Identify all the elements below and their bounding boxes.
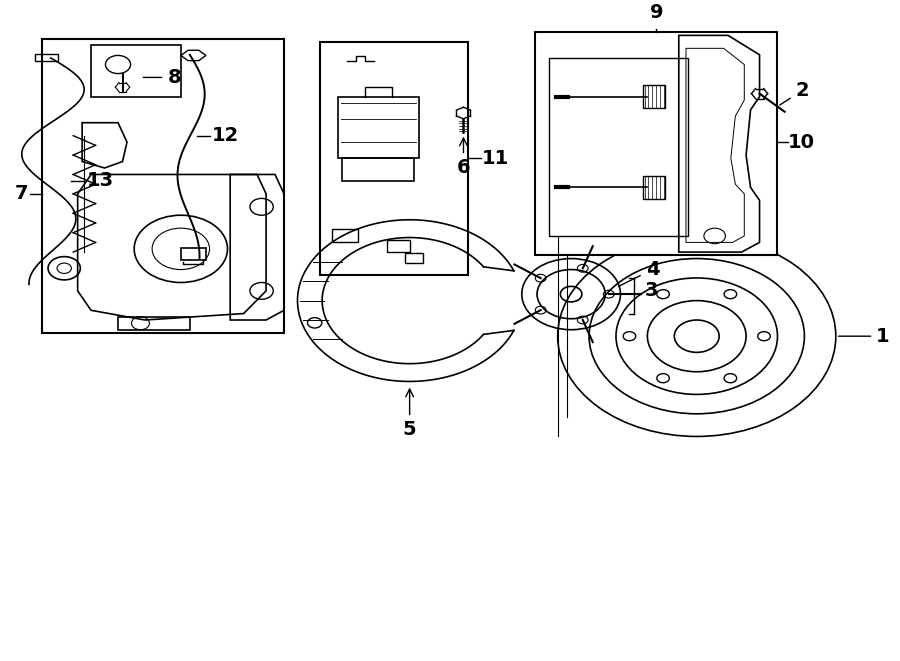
- Bar: [91, 45, 181, 97]
- Text: 5: 5: [403, 389, 417, 440]
- Bar: [643, 176, 665, 199]
- Bar: [643, 85, 665, 108]
- Text: 8: 8: [143, 68, 181, 87]
- Bar: [549, 58, 688, 236]
- Text: 11: 11: [482, 149, 508, 168]
- Text: 4: 4: [618, 260, 659, 286]
- Text: 12: 12: [212, 126, 239, 145]
- Text: 13: 13: [86, 171, 113, 190]
- Bar: [181, 249, 206, 260]
- Text: 3: 3: [644, 282, 658, 300]
- Text: 1: 1: [839, 327, 890, 346]
- Text: 2: 2: [779, 81, 809, 105]
- Bar: [41, 38, 284, 333]
- Text: 7: 7: [14, 184, 28, 204]
- Bar: [536, 32, 778, 255]
- Text: 6: 6: [456, 138, 471, 177]
- Bar: [35, 54, 58, 61]
- Text: 9: 9: [650, 3, 663, 22]
- Bar: [320, 42, 468, 275]
- Text: 10: 10: [788, 133, 815, 151]
